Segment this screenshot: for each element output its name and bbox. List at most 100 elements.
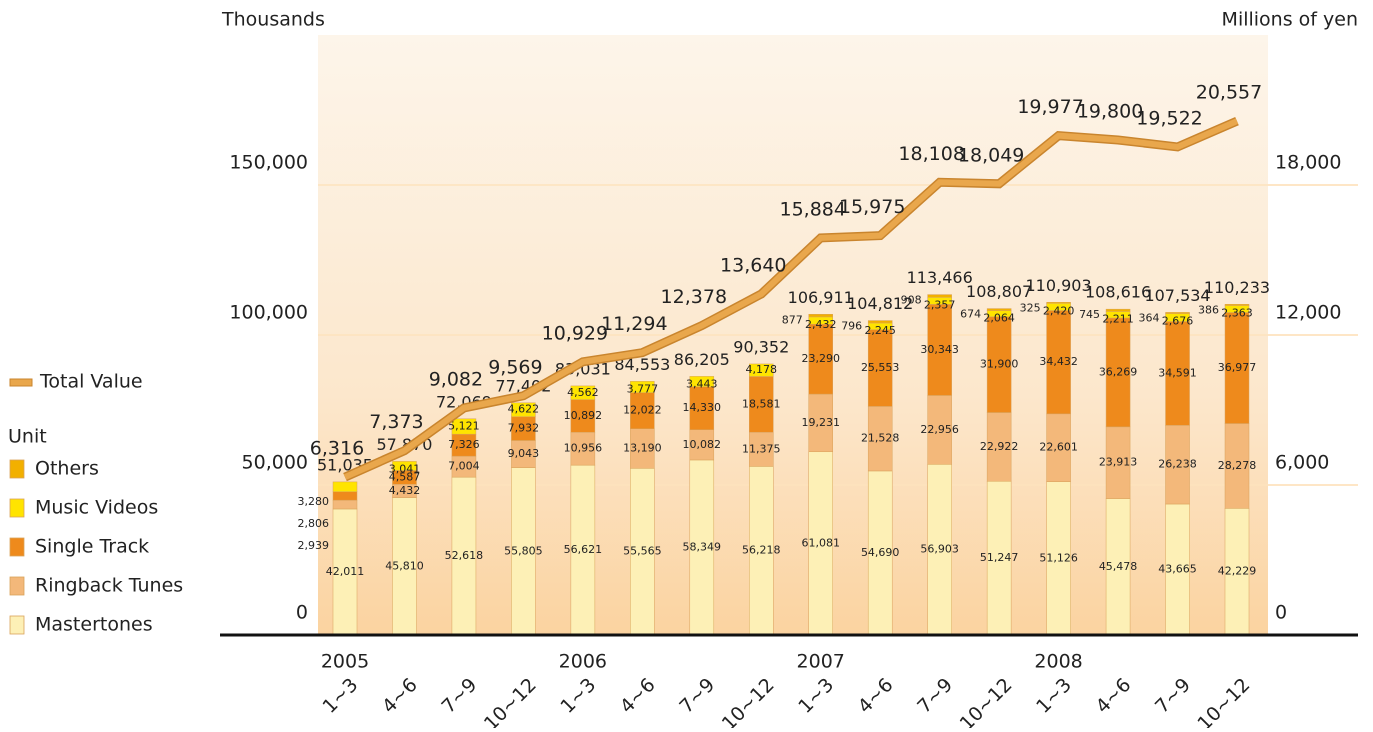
year-label: 2005 bbox=[321, 651, 369, 673]
bar-segment bbox=[1224, 423, 1250, 509]
line-label: 9,082 bbox=[429, 368, 483, 390]
year-label: 2008 bbox=[1034, 651, 1082, 673]
segment-label: 45,810 bbox=[385, 559, 424, 572]
segment-label: 877 bbox=[782, 313, 803, 326]
line-label: 11,294 bbox=[601, 313, 667, 335]
segment-label: 4,587 bbox=[389, 470, 421, 483]
bar-segment bbox=[808, 314, 833, 318]
y-tick-label: 150,000 bbox=[229, 152, 308, 174]
bar-segment bbox=[749, 466, 774, 636]
bar-segment bbox=[332, 508, 358, 636]
segment-label: 13,190 bbox=[623, 442, 662, 455]
bar-segment bbox=[867, 320, 893, 324]
segment-label: 26,238 bbox=[1158, 458, 1197, 471]
bar-segment bbox=[392, 461, 417, 471]
total-label: 106,911 bbox=[788, 288, 854, 307]
segment-label: 43,665 bbox=[1158, 563, 1197, 576]
line-label: 6,316 bbox=[310, 438, 364, 460]
segment-label: 10,892 bbox=[564, 409, 603, 422]
segment-label: 3,443 bbox=[686, 377, 718, 390]
segment-label: 22,956 bbox=[920, 423, 959, 436]
bar-segment bbox=[1224, 304, 1250, 306]
segment-label: 31,900 bbox=[980, 358, 1019, 371]
segment-label: 45,478 bbox=[1099, 560, 1138, 573]
legend-label: Mastertones bbox=[35, 614, 153, 636]
segment-label: 2,939 bbox=[298, 539, 330, 552]
bar-segment bbox=[1105, 317, 1131, 428]
x-tick-label: 10~12 bbox=[956, 674, 1017, 728]
bar-segment bbox=[630, 428, 655, 469]
line-label: 19,522 bbox=[1136, 107, 1202, 129]
segment-label: 25,553 bbox=[861, 361, 900, 374]
total-label: 90,352 bbox=[733, 337, 789, 356]
bar-segment bbox=[927, 304, 952, 396]
total-label: 110,903 bbox=[1026, 276, 1092, 295]
segment-label: 22,601 bbox=[1039, 441, 1078, 454]
bar-segment bbox=[1165, 321, 1190, 426]
line-label: 15,975 bbox=[839, 196, 905, 218]
x-tick-label: 1~3 bbox=[556, 674, 600, 718]
bar-segment bbox=[1046, 302, 1071, 304]
bar-segment bbox=[332, 499, 358, 510]
segment-label: 2,806 bbox=[298, 517, 330, 530]
total-label: 107,534 bbox=[1144, 286, 1210, 305]
segment-label: 2,363 bbox=[1221, 306, 1253, 319]
segment-label: 3,777 bbox=[627, 382, 659, 395]
bar-segment bbox=[927, 294, 952, 298]
legend-swatch bbox=[9, 378, 33, 387]
segment-label: 2,064 bbox=[983, 312, 1015, 325]
segment-label: 10,956 bbox=[564, 442, 603, 455]
segment-label: 674 bbox=[960, 308, 981, 321]
line-label: 7,373 bbox=[369, 411, 423, 433]
line bbox=[343, 118, 1239, 480]
segment-label: 2,211 bbox=[1102, 312, 1134, 325]
line-label: 19,800 bbox=[1077, 101, 1143, 123]
bar-segment bbox=[749, 431, 774, 467]
x-tick-label: 4~6 bbox=[616, 674, 660, 718]
segment-label: 42,011 bbox=[326, 565, 365, 578]
segment-label: 18,581 bbox=[742, 397, 781, 410]
legend-swatch bbox=[9, 537, 25, 557]
segment-label: 36,269 bbox=[1099, 365, 1138, 378]
legend-label: Ringback Tunes bbox=[35, 575, 183, 597]
segment-label: 23,913 bbox=[1099, 456, 1138, 469]
segment-label: 34,432 bbox=[1039, 355, 1078, 368]
bar-segment bbox=[630, 468, 655, 636]
segment-label: 22,922 bbox=[980, 440, 1019, 453]
total-label: 113,466 bbox=[907, 268, 973, 287]
segment-label: 55,805 bbox=[504, 544, 543, 557]
bar-segment bbox=[1224, 508, 1250, 636]
segment-label: 11,375 bbox=[742, 442, 781, 455]
line-label: 19,977 bbox=[1017, 96, 1083, 118]
segment-label: 4,432 bbox=[389, 484, 421, 497]
bar-segment bbox=[451, 418, 477, 435]
bar-segment bbox=[749, 363, 774, 377]
segment-label: 745 bbox=[1079, 308, 1100, 321]
legend-label: Single Track bbox=[35, 536, 149, 558]
total-label: 108,807 bbox=[966, 282, 1032, 301]
bar-segment bbox=[927, 395, 952, 465]
bar-segment bbox=[1165, 312, 1190, 314]
x-tick-label: 10~12 bbox=[480, 674, 541, 728]
total-label: 108,616 bbox=[1085, 283, 1151, 302]
segment-label: 34,591 bbox=[1158, 366, 1197, 379]
legend-swatch bbox=[9, 615, 25, 635]
legend-swatch bbox=[9, 498, 25, 518]
legend-swatch bbox=[9, 459, 25, 479]
segment-label: 42,229 bbox=[1218, 565, 1257, 578]
bar-segment bbox=[986, 308, 1012, 311]
segment-label: 10,082 bbox=[683, 438, 722, 451]
bar-segment bbox=[689, 429, 715, 461]
bar-segment bbox=[570, 399, 596, 433]
segment-label: 52,618 bbox=[445, 549, 484, 562]
segment-label: 7,932 bbox=[508, 422, 540, 435]
bar-segment bbox=[511, 467, 536, 636]
x-tick-label: 1~3 bbox=[1032, 674, 1076, 718]
line-label: 18,108 bbox=[898, 143, 964, 165]
legend-swatch bbox=[9, 576, 25, 596]
segment-label: 5,121 bbox=[448, 419, 480, 432]
legend-label: Total Value bbox=[39, 371, 143, 393]
x-tick-label: 7~9 bbox=[675, 674, 719, 718]
bar-segment bbox=[332, 491, 358, 501]
